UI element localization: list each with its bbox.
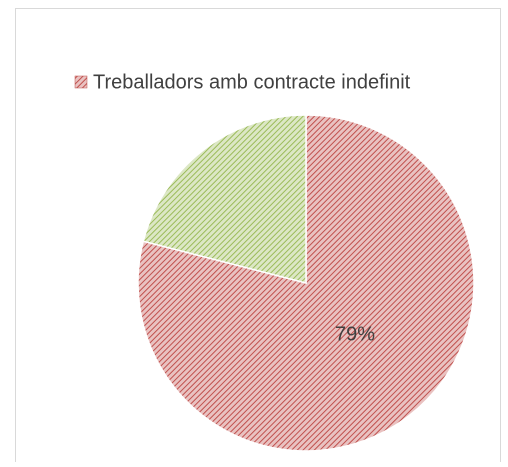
data-label: 79% [335,323,375,345]
legend-swatch [74,75,88,89]
pie-slice [137,114,475,452]
legend-label: Treballadors amb contracte indefinit [93,71,411,93]
pie-slice [142,114,307,284]
